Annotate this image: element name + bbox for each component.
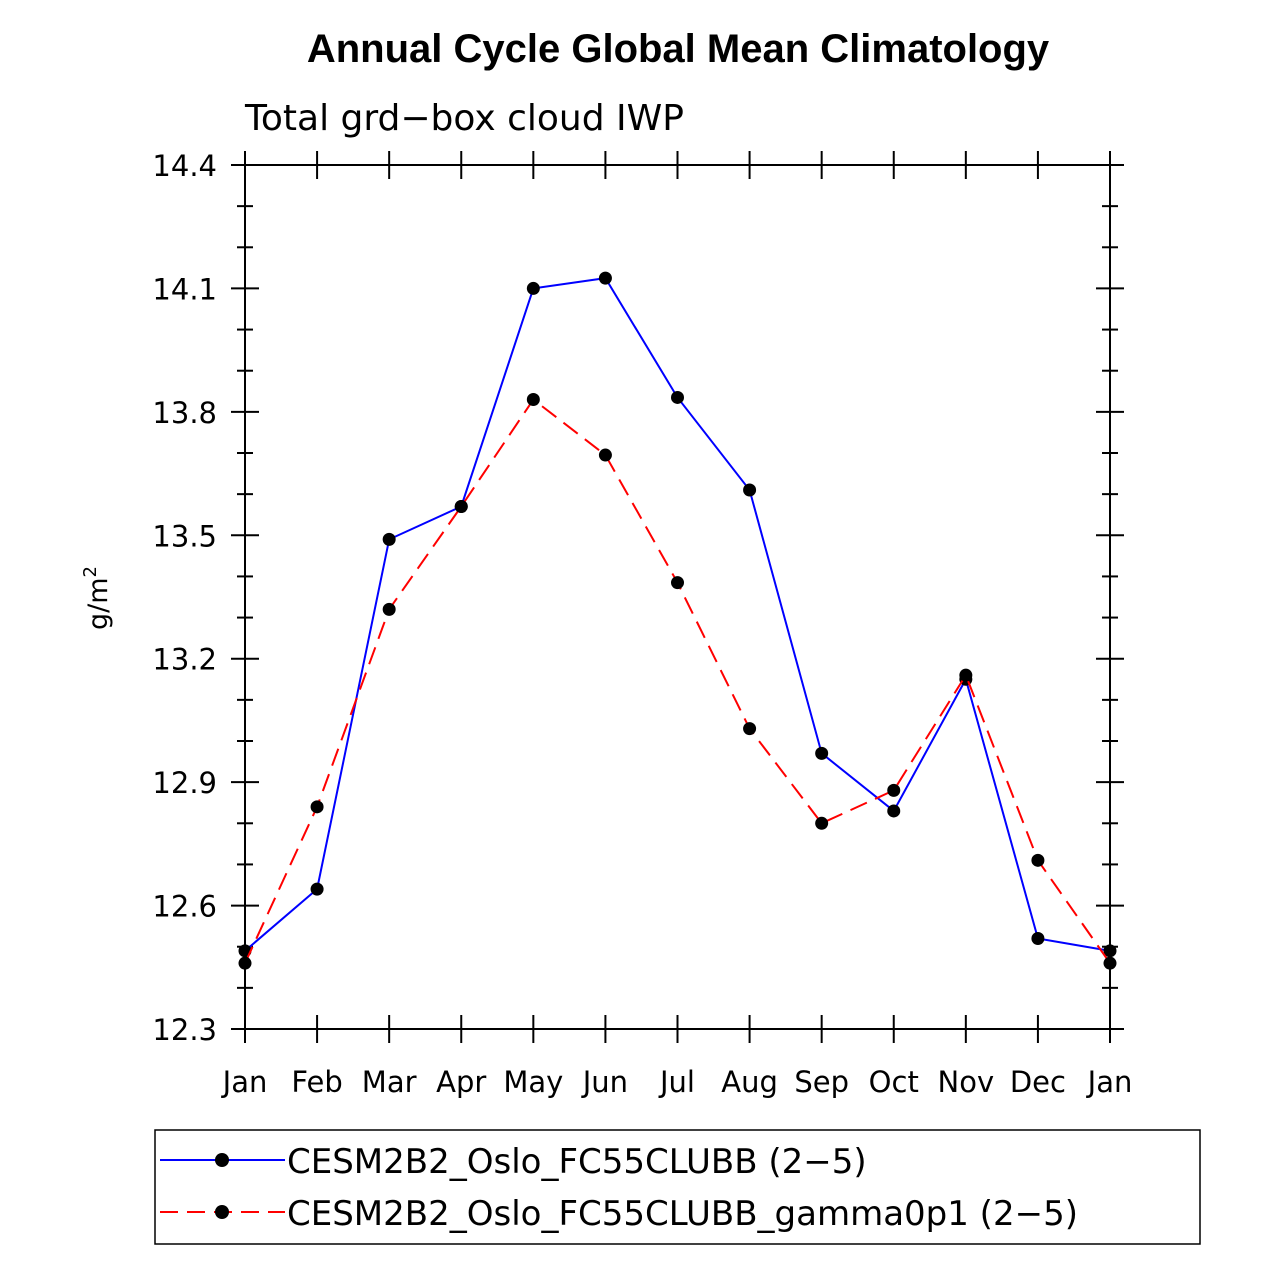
data-point-series-2: [671, 576, 684, 590]
y-tick-label: 12.9: [152, 766, 217, 800]
series-layer: [238, 271, 1117, 970]
data-point-series-2: [1103, 956, 1117, 970]
series-line-2: [244, 398, 1111, 964]
y-tick-label: 13.5: [152, 519, 217, 553]
x-tick-label: Dec: [1010, 1065, 1066, 1099]
y-tick-labels: 12.3 12.6 12.9 13.2 13.5 13.8 14.1 14.4: [152, 149, 217, 1047]
x-tick-label: May: [503, 1065, 563, 1099]
data-point-series-1: [743, 483, 757, 497]
y-axis-label-exponent: 2: [80, 566, 101, 577]
x-tick-label: Sep: [794, 1065, 849, 1099]
y-axis-label-unit: g/m: [83, 577, 114, 630]
x-tick-label: Jun: [581, 1065, 628, 1099]
y-axis-label: g/m2: [80, 566, 114, 630]
data-point-series-2: [1031, 853, 1045, 867]
data-point-series-1: [598, 271, 612, 285]
data-point-series-2: [310, 800, 324, 814]
plot-frame: [244, 164, 1111, 1030]
data-point-series-2: [815, 816, 829, 830]
legend-label-series-2: CESM2B2_Oslo_FC55CLUBB_gamma0p1 (2−5): [287, 1194, 1078, 1234]
data-point-series-1: [815, 746, 829, 760]
data-point-series-1: [887, 804, 901, 818]
axis-ticks: [231, 151, 1124, 1043]
data-point-series-2: [959, 668, 973, 682]
x-tick-label: Jan: [1086, 1065, 1133, 1099]
data-point-series-1: [671, 390, 684, 404]
chart-title: Annual Cycle Global Mean Climatology: [307, 27, 1050, 71]
x-tick-label: Jan: [221, 1065, 268, 1099]
y-tick-label: 14.4: [152, 149, 217, 183]
y-tick-label: 12.3: [152, 1013, 217, 1047]
series-line-1: [244, 277, 1111, 952]
data-point-series-1: [310, 882, 324, 896]
legend: CESM2B2_Oslo_FC55CLUBB (2−5) CESM2B2_Osl…: [154, 1129, 1201, 1245]
data-point-series-2: [382, 602, 396, 616]
data-point-series-2: [238, 956, 252, 970]
data-point-series-2: [598, 448, 612, 462]
x-tick-label: Apr: [436, 1065, 486, 1099]
x-tick-label: Aug: [721, 1065, 778, 1099]
data-point-series-1: [526, 281, 540, 295]
legend-marker-series-2: [215, 1205, 229, 1219]
chart-subtitle: Total grd−box cloud IWP: [244, 98, 684, 139]
x-tick-label: Mar: [362, 1065, 417, 1099]
y-tick-label: 13.2: [152, 643, 217, 677]
data-point-series-2: [887, 783, 901, 797]
legend-box: [154, 1129, 1201, 1245]
legend-label-series-1: CESM2B2_Oslo_FC55CLUBB (2−5): [287, 1142, 867, 1182]
data-point-series-2: [526, 393, 540, 407]
legend-marker-series-1: [215, 1153, 229, 1167]
data-point-series-2: [454, 499, 468, 513]
y-tick-label: 12.6: [152, 890, 217, 924]
y-tick-label: 13.8: [152, 396, 217, 430]
x-tick-label: Nov: [938, 1065, 995, 1099]
data-point-series-1: [1103, 944, 1117, 958]
y-tick-label: 14.1: [152, 272, 217, 306]
data-point-series-1: [1031, 931, 1045, 945]
x-tick-labels: Jan Feb Mar Apr May Jun Jul Aug Sep Oct Nov Dec Jan: [221, 1065, 1133, 1099]
data-point-series-1: [382, 532, 396, 546]
x-tick-label: Oct: [869, 1065, 919, 1099]
x-tick-label: Jul: [658, 1065, 695, 1099]
data-point-series-2: [743, 722, 757, 736]
x-tick-label: Feb: [291, 1065, 342, 1099]
